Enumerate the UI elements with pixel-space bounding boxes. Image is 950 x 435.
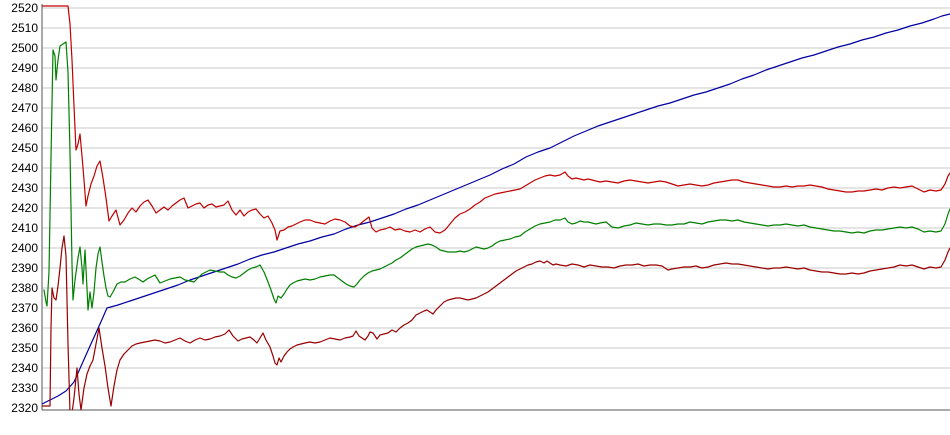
y-axis-tick-label: 2500 [11,41,38,55]
y-axis-tick-label: 2330 [11,381,38,395]
y-axis-tick-label: 2430 [11,181,38,195]
y-axis-tick-label: 2400 [11,241,38,255]
y-axis-tick-label: 2480 [11,81,38,95]
series-group [42,5,950,410]
series-upper-band-line [42,5,950,241]
y-axis-tick-label: 2510 [11,21,38,35]
y-axis-tick-label: 2520 [11,1,38,15]
series-balance-line [42,13,950,405]
y-axis-tick-label: 2410 [11,221,38,235]
y-axis-tick-label: 2390 [11,261,38,275]
y-axis-tick-label: 2450 [11,141,38,155]
y-axis-tick-label: 2380 [11,281,38,295]
y-axis-tick-label: 2340 [11,361,38,375]
series-mid-line [43,41,950,311]
y-axis-tick-label: 2460 [11,121,38,135]
y-axis-tick-label: 2370 [11,301,38,315]
y-axis-tick-label: 2490 [11,61,38,75]
series-lower-band-line [42,235,950,410]
y-axis-tick-label: 2440 [11,161,38,175]
y-axis-tick-label: 2470 [11,101,38,115]
y-axis-tick-label: 2320 [11,401,38,415]
y-axis-tick-label: 2360 [11,321,38,335]
y-axis-tick-label: 2350 [11,341,38,355]
y-axis-tick-label: 2420 [11,201,38,215]
